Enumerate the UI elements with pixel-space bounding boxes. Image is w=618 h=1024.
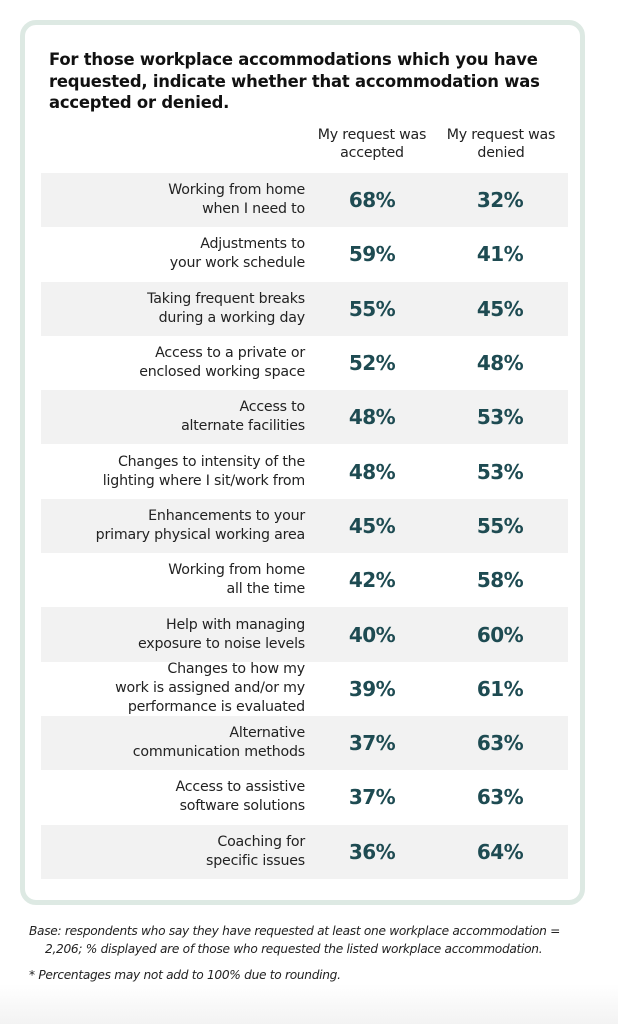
row-label-line: Access to <box>239 399 305 416</box>
table-row: Help with managing exposure to noise leve… <box>41 607 568 662</box>
chart-title: For those workplace accommodations which… <box>49 50 540 112</box>
row-label-line: all the time <box>226 581 305 598</box>
table-row: Changes to how my work is assigned and/or… <box>41 660 568 717</box>
notes: Base: respondents who say they have requ… <box>29 922 589 984</box>
table-row: Alternative communication methods 37% 63% <box>41 715 568 771</box>
row-label-line: software solutions <box>179 798 306 815</box>
accepted-value: 40% <box>348 622 396 647</box>
denied-value: 63% <box>476 731 524 756</box>
row-label-line: Adjustments to <box>200 236 305 253</box>
row-label: Access to alternate facilities <box>45 398 305 436</box>
row-label-line: during a working day <box>158 309 306 326</box>
table-row: Taking frequent breaks during a working d… <box>41 281 568 336</box>
row-label-line: Taking frequent breaks <box>147 290 305 307</box>
table-row: Changes to intensity of the lighting wher… <box>41 444 568 498</box>
accepted-value: 36% <box>348 839 396 864</box>
chart-card: For those workplace accommodations which… <box>20 20 585 905</box>
bottom-fade <box>0 984 618 1024</box>
table-row: Access to alternate facilities 48% 53% <box>41 390 568 445</box>
rounding-footnote: * Percentages may not add to 100% due to… <box>29 968 341 982</box>
row-label-line: Changes to how my <box>167 661 305 678</box>
row-label-line: lighting where I sit/work from <box>102 472 305 489</box>
row-label-line: work is assigned and/or my <box>115 680 305 697</box>
row-label: Taking frequent breaks during a working d… <box>45 290 305 328</box>
table-row: Access to a private or enclosed working s… <box>41 336 568 390</box>
row-label-line: when I need to <box>202 201 305 218</box>
table-row: Access to assistive software solutions 37%… <box>41 770 568 824</box>
results-table: Working from home when I need to 68% 32% Adj… <box>41 173 568 879</box>
accepted-value: 48% <box>348 459 396 484</box>
base-note: Base: respondents who say they have requ… <box>29 924 561 956</box>
denied-value: 53% <box>476 459 524 484</box>
accepted-value: 37% <box>348 731 396 756</box>
denied-value: 61% <box>476 676 524 701</box>
denied-value: 45% <box>476 296 524 321</box>
row-label: Changes to intensity of the lighting wher… <box>45 453 305 491</box>
row-label: Adjustments to your work schedule <box>45 235 305 273</box>
row-label-line: enclosed working space <box>139 364 305 381</box>
row-label-line: Help with managing <box>165 616 305 633</box>
row-label-line: performance is evaluated <box>127 699 305 716</box>
denied-value: 64% <box>476 839 524 864</box>
accepted-value: 68% <box>348 188 396 213</box>
row-label: Access to a private or enclosed working s… <box>45 344 305 382</box>
row-label: Coaching for specific issues <box>45 833 305 871</box>
accepted-value: 39% <box>348 676 396 701</box>
accepted-value: 45% <box>348 513 396 538</box>
row-label-line: exposure to noise levels <box>137 635 305 652</box>
table-row: Working from home when I need to 68% 32% <box>41 173 568 228</box>
row-label-line: Changes to intensity of the <box>117 453 305 470</box>
row-label: Working from home when I need to <box>45 181 305 219</box>
row-label-line: Access to a private or <box>155 345 305 362</box>
accepted-value: 42% <box>348 568 396 593</box>
row-label-line: communication methods <box>132 744 305 761</box>
denied-value: 53% <box>476 405 524 430</box>
row-label-line: primary physical working area <box>95 526 306 543</box>
row-label: Alternative communication methods <box>45 724 305 762</box>
row-label-line: Working from home <box>168 562 305 579</box>
row-label: Access to assistive software solutions <box>45 778 306 816</box>
denied-value: 60% <box>476 622 524 647</box>
accepted-value: 37% <box>348 785 396 810</box>
row-label-line: Access to assistive <box>175 779 306 796</box>
accepted-value: 52% <box>348 351 396 376</box>
table-row: Adjustments to your work schedule 59% 41% <box>41 227 568 281</box>
row-label: Changes to how my work is assigned and/or… <box>45 660 305 717</box>
denied-value: 32% <box>476 188 524 213</box>
denied-value: 55% <box>476 513 524 538</box>
denied-value: 63% <box>476 785 524 810</box>
row-label-line: specific issues <box>206 852 305 869</box>
column-header-denied: My request was denied <box>446 127 556 161</box>
row-label: Working from home all the time <box>45 561 305 599</box>
denied-value: 48% <box>476 351 524 376</box>
table-row: Enhancements to your primary physical wor… <box>41 498 568 554</box>
row-label-line: Enhancements to your <box>148 507 305 524</box>
accepted-value: 59% <box>348 242 396 267</box>
table-row: Coaching for specific issues 36% 64% <box>41 824 568 879</box>
row-label-line: your work schedule <box>169 255 305 272</box>
row-label: Help with managing exposure to noise leve… <box>45 616 305 654</box>
row-label-line: Alternative <box>229 725 305 742</box>
denied-value: 41% <box>476 242 524 267</box>
row-label-line: alternate facilities <box>181 418 305 435</box>
row-label-line: Working from home <box>168 182 305 199</box>
accepted-value: 55% <box>348 296 396 321</box>
row-label-line: Coaching for <box>217 833 305 850</box>
denied-value: 58% <box>476 568 524 593</box>
column-header-accepted: My request was accepted <box>317 127 427 161</box>
table-row: Working from home all the time 42% 58% <box>41 553 568 607</box>
row-label: Enhancements to your primary physical wor… <box>45 507 306 545</box>
accepted-value: 48% <box>348 405 396 430</box>
